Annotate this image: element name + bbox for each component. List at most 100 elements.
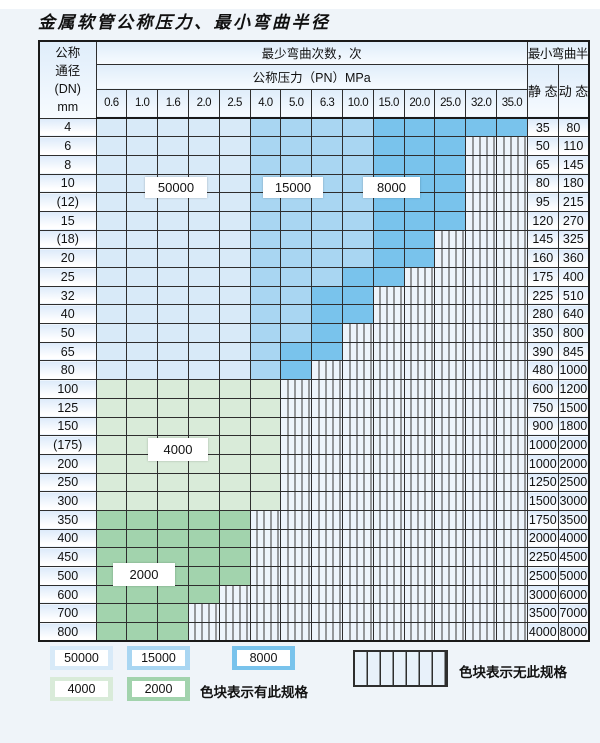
spec-cell bbox=[157, 528, 189, 549]
spec-cell bbox=[218, 509, 251, 530]
spec-cell bbox=[95, 136, 128, 156]
table-row: 32 225 510 bbox=[38, 285, 590, 306]
static-radius-cell: 350 bbox=[526, 323, 559, 343]
spec-cell bbox=[218, 435, 251, 455]
pressure-column-header: 35.0 bbox=[496, 88, 528, 119]
dynamic-radius-cell: 640 bbox=[557, 304, 590, 325]
no-spec-cell bbox=[311, 472, 343, 493]
dynamic-radius-cell: 2000 bbox=[557, 435, 590, 455]
spec-cell bbox=[187, 136, 220, 156]
spec-cell bbox=[95, 416, 128, 437]
no-spec-cell bbox=[465, 285, 498, 306]
dn-cell: 100 bbox=[38, 379, 97, 399]
spec-cell bbox=[342, 248, 374, 268]
no-spec-cell bbox=[496, 229, 528, 250]
spec-cell bbox=[372, 248, 405, 268]
no-spec-cell bbox=[496, 547, 528, 567]
no-spec-cell bbox=[311, 603, 343, 624]
no-spec-cell bbox=[434, 622, 467, 642]
spec-cell bbox=[218, 248, 251, 268]
no-spec-cell bbox=[342, 453, 374, 474]
no-spec-cell bbox=[342, 509, 374, 530]
spec-cell bbox=[95, 285, 128, 306]
no-spec-cell bbox=[465, 267, 498, 287]
no-spec-cell bbox=[311, 397, 343, 418]
top-strip bbox=[0, 0, 600, 9]
no-spec-cell bbox=[496, 472, 528, 493]
no-spec-cell bbox=[496, 192, 528, 212]
table-row: (175) 1000 2000 bbox=[38, 435, 590, 455]
no-spec-cell bbox=[496, 416, 528, 437]
no-spec-cell bbox=[372, 603, 405, 624]
spec-cell bbox=[95, 472, 128, 493]
spec-cell bbox=[249, 453, 282, 474]
spec-cell bbox=[126, 136, 159, 156]
spec-cell bbox=[372, 267, 405, 287]
no-spec-cell bbox=[372, 360, 405, 381]
no-spec-cell bbox=[280, 509, 313, 530]
corner-line: mm bbox=[57, 99, 79, 114]
no-spec-cell bbox=[434, 229, 467, 250]
static-radius-cell: 145 bbox=[526, 229, 559, 250]
spec-cell bbox=[157, 210, 189, 231]
no-spec-cell bbox=[496, 173, 528, 194]
spec-cell bbox=[95, 192, 128, 212]
spec-cell bbox=[126, 229, 159, 250]
no-spec-cell bbox=[249, 509, 282, 530]
spec-cell bbox=[157, 491, 189, 511]
no-spec-cell bbox=[311, 566, 343, 586]
dynamic-radius-cell: 270 bbox=[557, 210, 590, 231]
static-radius-cell: 1000 bbox=[526, 453, 559, 474]
no-spec-cell bbox=[280, 435, 313, 455]
no-spec-cell bbox=[342, 528, 374, 549]
spec-cell bbox=[342, 304, 374, 325]
spec-cell bbox=[187, 379, 220, 399]
spec-cell bbox=[311, 323, 343, 343]
static-radius-cell: 4000 bbox=[526, 622, 559, 642]
no-spec-cell bbox=[311, 416, 343, 437]
no-spec-cell bbox=[249, 547, 282, 567]
no-spec-cell bbox=[372, 397, 405, 418]
dynamic-radius-cell: 845 bbox=[557, 341, 590, 362]
no-spec-cell bbox=[187, 603, 220, 624]
spec-cell bbox=[311, 304, 343, 325]
spec-cell bbox=[187, 323, 220, 343]
table-row: 6 50 110 bbox=[38, 136, 590, 156]
cycles-label-15000: 15000 bbox=[263, 177, 323, 198]
no-spec-cell bbox=[403, 528, 436, 549]
spec-cell bbox=[218, 154, 251, 175]
spec-cell bbox=[249, 267, 282, 287]
dn-cell: 125 bbox=[38, 397, 97, 418]
no-spec-cell bbox=[372, 622, 405, 642]
dn-cell: (18) bbox=[38, 229, 97, 250]
spec-cell bbox=[187, 566, 220, 586]
dynamic-radius-cell: 80 bbox=[557, 117, 590, 138]
static-radius-cell: 2000 bbox=[526, 528, 559, 549]
spec-cell bbox=[95, 584, 128, 605]
no-spec-cell bbox=[465, 154, 498, 175]
dn-cell: 200 bbox=[38, 453, 97, 474]
no-spec-cell bbox=[465, 528, 498, 549]
table-row: 250 1250 2500 bbox=[38, 472, 590, 493]
spec-cell bbox=[126, 509, 159, 530]
spec-cell bbox=[187, 584, 220, 605]
no-spec-cell bbox=[465, 210, 498, 231]
table-row: 65 390 845 bbox=[38, 341, 590, 362]
no-spec-cell bbox=[465, 248, 498, 268]
table-row: 700 3500 7000 bbox=[38, 603, 590, 624]
no-spec-cell bbox=[403, 267, 436, 287]
dynamic-radius-cell: 7000 bbox=[557, 603, 590, 624]
no-spec-cell bbox=[372, 435, 405, 455]
no-spec-cell bbox=[434, 416, 467, 437]
no-spec-cell bbox=[342, 341, 374, 362]
spec-cell bbox=[249, 360, 282, 381]
spec-cell bbox=[342, 136, 374, 156]
dn-cell: 50 bbox=[38, 323, 97, 343]
no-spec-cell bbox=[434, 435, 467, 455]
no-spec-cell bbox=[342, 603, 374, 624]
no-spec-cell bbox=[249, 622, 282, 642]
spec-cell bbox=[342, 267, 374, 287]
spec-cell bbox=[280, 341, 313, 362]
no-spec-cell bbox=[496, 528, 528, 549]
no-spec-cell bbox=[496, 285, 528, 306]
